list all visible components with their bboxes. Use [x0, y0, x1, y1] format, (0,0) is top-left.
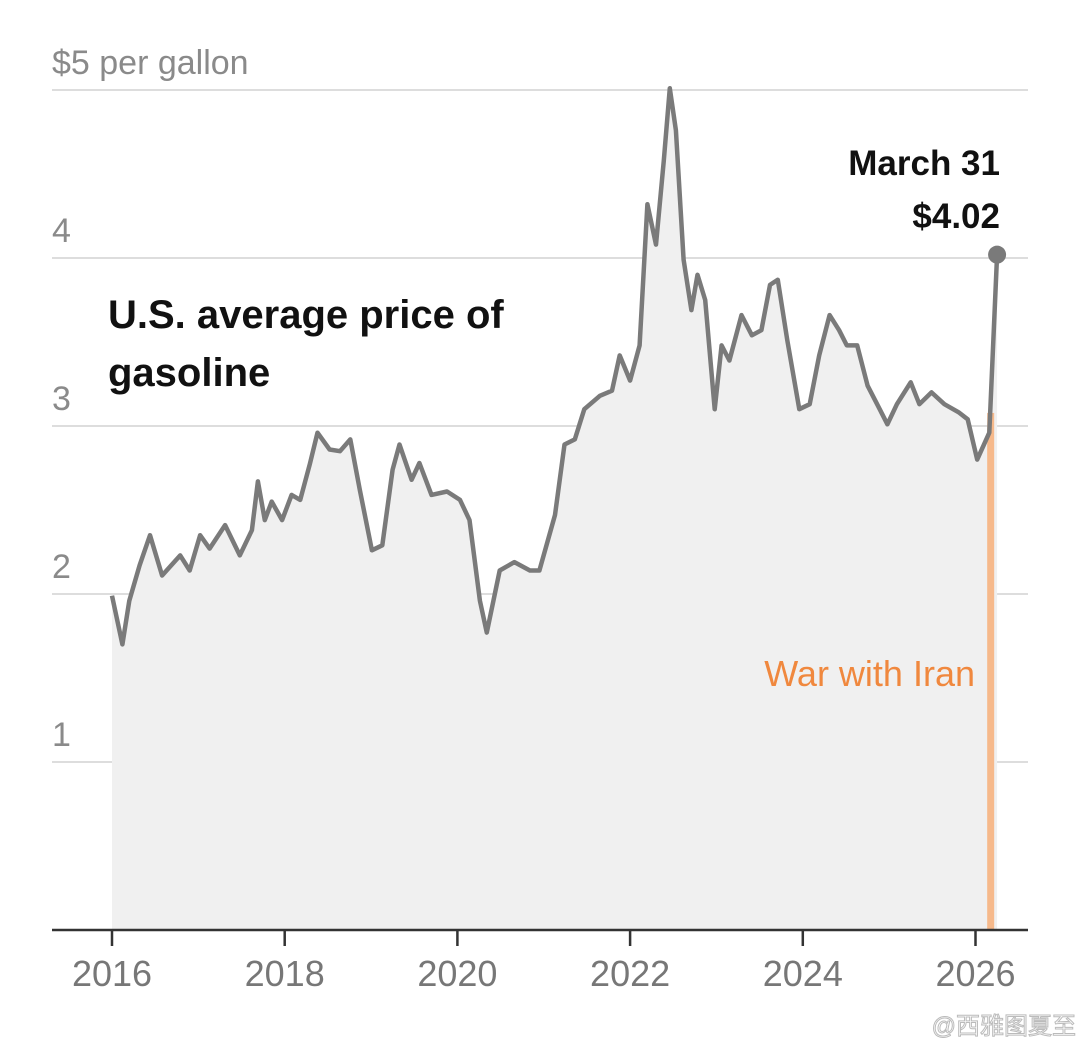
- watermark: @西雅图夏至: [931, 1013, 1076, 1038]
- end-date-label: March 31: [848, 144, 1000, 183]
- watermark-text: @西雅图夏至: [932, 1013, 1076, 1038]
- chart-title-line2: gasoline: [108, 351, 270, 395]
- y-tick-label: 3: [52, 380, 71, 418]
- x-tick-label: 2026: [935, 953, 1015, 994]
- x-tick-label: 2018: [245, 953, 325, 994]
- y-tick-label: $5 per gallon: [52, 44, 249, 82]
- x-tick-label: 2016: [72, 953, 152, 994]
- y-tick-label: 1: [52, 716, 71, 754]
- price-line: [109, 86, 1000, 647]
- price-area-fill: [112, 88, 998, 931]
- event-label: War with Iran: [764, 653, 975, 694]
- x-tick-label: 2022: [590, 953, 670, 994]
- x-tick-label: 2020: [417, 953, 497, 994]
- y-axis-labels: 1 2 3 4 $5 per gallon: [52, 44, 249, 754]
- war-event-marker: [987, 412, 995, 930]
- x-axis: 2016 2018 2020 2022 2024 2026: [72, 930, 1016, 994]
- end-point-marker: [988, 245, 1007, 264]
- x-tick-label: 2024: [763, 953, 843, 994]
- end-value-label: $4.02: [912, 197, 1000, 236]
- chart-title-line1: U.S. average price of: [108, 293, 504, 337]
- y-tick-label: 2: [52, 548, 71, 586]
- y-tick-label: 4: [52, 212, 71, 250]
